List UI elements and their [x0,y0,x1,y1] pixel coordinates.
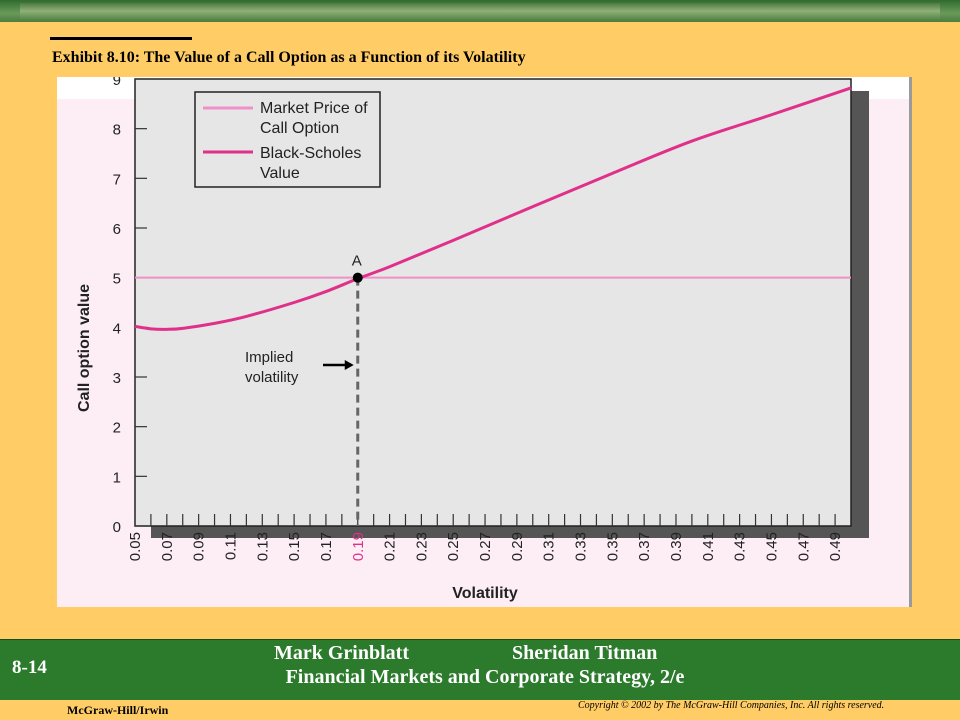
x-tick-label-0.21: 0.21 [382,532,399,561]
x-tick-label-0.33: 0.33 [573,532,590,561]
x-tick-label-0.07: 0.07 [159,532,176,561]
x-tick-label-0.41: 0.41 [700,532,717,561]
x-tick-label-0.09: 0.09 [191,532,208,561]
copyright-notice: Copyright © 2002 by The McGraw-Hill Comp… [578,700,885,711]
legend-label-market-price: Market Price of Call Option [260,100,368,137]
x-tick-label-0.17: 0.17 [318,532,335,561]
figure-right-edge [909,77,912,607]
y-tick-label-1: 1 [113,469,121,486]
x-axis-label: Volatility [452,585,518,602]
legend: Market Price of Call Option Black-Scholes… [194,91,381,188]
point-a-label: A [352,253,362,270]
implied-volatility-label: Implied volatility [245,349,299,386]
author-2: Sheridan Titman [512,642,658,664]
publisher: McGraw-Hill/Irwin [67,703,169,717]
x-tick-label-0.11: 0.11 [222,532,239,560]
y-tick-label-0: 0 [113,519,121,536]
point-a-marker [352,272,363,283]
x-tick-label-0.47: 0.47 [795,532,812,561]
x-tick-label-0.15: 0.15 [286,532,303,561]
title-rule [50,37,192,40]
footer-bar [0,639,960,700]
y-tick-label-3: 3 [113,370,121,387]
slide-title: Exhibit 8.10: The Value of a Call Option… [52,49,526,66]
x-tick-label-0.13: 0.13 [254,532,271,561]
y-tick-label-9: 9 [113,77,121,89]
y-tick-label-2: 2 [113,420,121,437]
x-tick-label-0.05: 0.05 [127,532,144,561]
x-tick-label-0.37: 0.37 [636,532,653,561]
y-tick-label-7: 7 [113,171,121,188]
annotation-layer: A Implied volatility [245,253,363,526]
slide-number: 8-14 [12,657,47,678]
author-1: Mark Grinblatt [274,642,409,664]
x-tick-label-0.27: 0.27 [477,532,494,561]
x-tick-label-0.29: 0.29 [509,532,526,561]
y-tick-label-4: 4 [113,320,121,337]
y-axis: 0 1 2 3 4 5 6 7 8 9 [113,77,147,536]
x-tick-label-0.45: 0.45 [763,532,780,561]
x-axis: 0.05 0.07 0.09 0.11 0.13 0.15 0.17 0.19 0.21 0.23… [127,514,844,561]
y-tick-label-8: 8 [113,122,121,139]
implied-volatility-arrow-head [344,360,354,370]
x-tick-label-0.49: 0.49 [827,532,844,561]
x-tick-label-0.25: 0.25 [445,532,462,561]
legend-label-black-scholes: Black-Scholes Value [260,145,361,182]
x-tick-label-0.35: 0.35 [604,532,621,561]
y-tick-label-6: 6 [113,221,121,238]
x-tick-label-0.39: 0.39 [668,532,685,561]
x-tick-label-0.31: 0.31 [541,532,558,561]
top-banner-inner [20,3,940,19]
x-tick-label-0.23: 0.23 [413,532,430,561]
x-tick-label-0.19: 0.19 [350,532,367,561]
book-title: Financial Markets and Corporate Strategy… [285,666,685,688]
x-tick-label-0.43: 0.43 [732,532,749,561]
y-axis-label: Call option value [76,284,93,412]
y-tick-label-5: 5 [113,271,121,288]
top-banner [0,0,960,22]
